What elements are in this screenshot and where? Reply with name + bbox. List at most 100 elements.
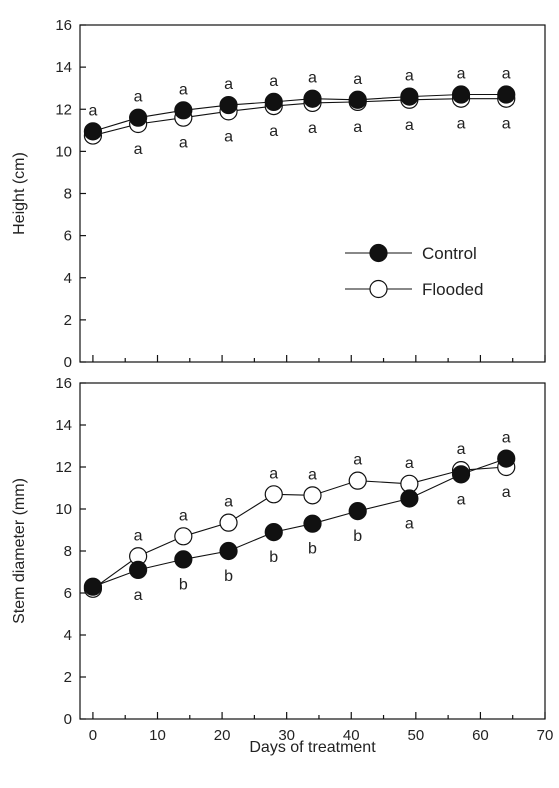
x-tick-label: 40 (343, 727, 360, 744)
y-tick-label: 2 (64, 312, 72, 329)
data-point-control (264, 92, 283, 111)
significance-label-control: b (353, 528, 362, 545)
data-point-control (174, 101, 193, 120)
significance-label-flooded: a (308, 466, 317, 483)
legend-label-control: Control (422, 244, 477, 263)
significance-label-flooded: a (179, 135, 188, 152)
data-point-control (219, 95, 238, 115)
significance-label-control: a (457, 491, 466, 508)
data-point-control (264, 522, 283, 542)
significance-label-control: b (308, 541, 317, 558)
panel-bottom-stem-diameter: 0 2 4 6 8 10 12 14 16 0 10 20 30 40 50 60 70 Stem diamete… (11, 375, 553, 744)
y-tick-label: 0 (64, 711, 72, 728)
y-tick-label: 4 (64, 270, 72, 287)
significance-label-flooded: a (308, 120, 317, 137)
significance-label-control: b (224, 568, 233, 585)
x-tick-label: 0 (89, 727, 97, 744)
data-point-control (497, 449, 516, 468)
data-point-control (451, 465, 471, 484)
series-line-flooded (92, 98, 507, 137)
data-point-control (303, 89, 322, 108)
significance-label-control: a (308, 70, 317, 87)
legend-marker-flooded (369, 279, 388, 299)
x-tick-label: 60 (472, 727, 489, 744)
y-tick-label: 0 (64, 354, 72, 371)
y-tick-label: 16 (55, 375, 72, 392)
data-point-flooded (264, 485, 283, 504)
significance-label-flooded: a (353, 119, 362, 136)
significance-label-flooded: a (457, 116, 466, 133)
significance-label-control: a (269, 73, 278, 90)
data-point-flooded (348, 471, 367, 490)
y-tick-label: 12 (55, 459, 72, 476)
significance-label-flooded: a (405, 455, 414, 472)
significance-label-control: a (502, 430, 511, 447)
data-point-control (83, 122, 103, 141)
data-point-control (451, 85, 471, 104)
x-tick-label: 30 (278, 727, 295, 744)
significance-label-flooded: a (405, 117, 414, 134)
x-axis-title: Days of treatment (249, 739, 376, 756)
y-axis-title: Stem diameter (mm) (11, 478, 28, 624)
y-tick-label: 6 (64, 228, 72, 245)
data-point-control (348, 502, 367, 521)
significance-label-control: a (134, 587, 143, 604)
data-point-flooded (303, 486, 322, 505)
significance-label-flooded: a (502, 484, 511, 501)
data-point-control (129, 560, 148, 580)
x-tick-label: 70 (537, 727, 554, 744)
significance-label-control: a (405, 68, 414, 85)
y-axis-title: Height (cm) (11, 152, 28, 235)
x-tick-label: 20 (214, 727, 231, 744)
data-point-control (400, 489, 419, 508)
significance-label-flooded: a (179, 507, 188, 524)
significance-label-flooded: a (457, 441, 466, 458)
series-line-control (92, 93, 507, 132)
data-point-flooded (174, 527, 193, 546)
legend-label-flooded: Flooded (422, 280, 483, 299)
significance-label-control: a (353, 71, 362, 88)
significance-label-flooded: a (502, 116, 511, 133)
significance-label-flooded: a (134, 141, 143, 158)
x-tick-label: 50 (407, 727, 424, 744)
data-point-control (129, 108, 148, 127)
y-tick-label: 8 (64, 543, 72, 560)
significance-label-control: b (179, 576, 188, 593)
significance-label-flooded: a (224, 494, 233, 511)
data-point-control (400, 87, 419, 106)
panel-top-height: 0 2 4 6 8 10 12 14 16 Height (cm) a a a a a a a a a a a a a a a a… (11, 17, 546, 371)
significance-label-flooded: a (269, 123, 278, 140)
y-tick-label: 4 (64, 627, 72, 644)
data-point-control (348, 90, 367, 109)
significance-label-flooded: a (134, 527, 143, 544)
significance-label-control: b (269, 549, 278, 566)
significance-label-control: a (88, 102, 97, 119)
significance-label-control: a (457, 66, 466, 83)
y-tick-label: 12 (55, 101, 72, 118)
x-tick-label: 10 (149, 727, 166, 744)
y-tick-label: 6 (64, 585, 72, 602)
data-point-control (174, 550, 193, 569)
significance-label-control: a (224, 76, 233, 93)
significance-label-flooded: a (224, 128, 233, 145)
data-point-flooded (219, 513, 238, 532)
y-tick-label: 10 (55, 143, 72, 160)
y-tick-label: 8 (64, 186, 72, 203)
significance-label-control: a (134, 89, 143, 106)
legend-marker-control (369, 243, 388, 263)
y-tick-label: 10 (55, 501, 72, 518)
y-tick-label: 14 (55, 59, 72, 76)
data-point-control (497, 85, 516, 104)
y-tick-label: 2 (64, 669, 72, 686)
y-tick-label: 16 (55, 17, 72, 34)
significance-label-control: a (502, 66, 511, 83)
data-point-control (83, 577, 103, 596)
data-point-control (219, 541, 238, 561)
significance-label-flooded: a (269, 465, 278, 482)
significance-label-control: a (405, 516, 414, 533)
data-point-control (303, 514, 322, 533)
significance-label-control: a (179, 81, 188, 98)
series-line-flooded (92, 466, 507, 590)
series-line-control (92, 458, 507, 588)
